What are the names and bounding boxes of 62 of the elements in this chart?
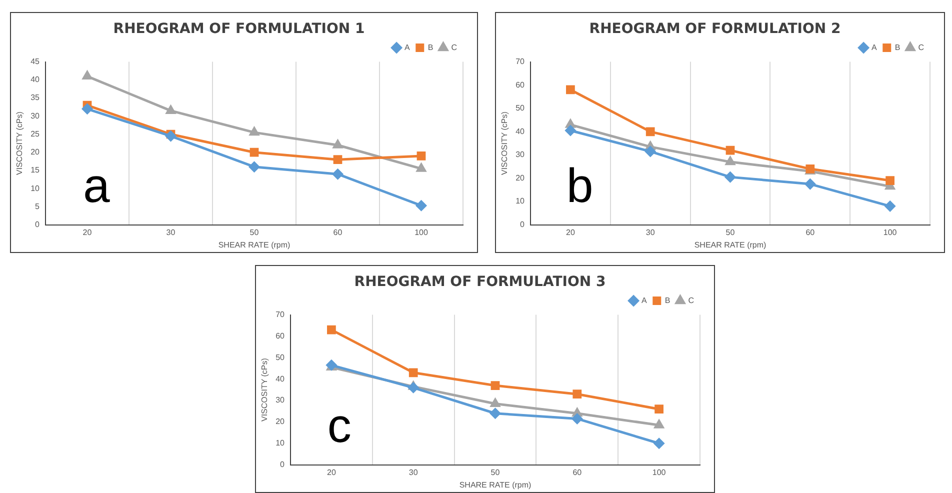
- chart-title: RHEOGRAM OF FORMULATION 3: [354, 274, 606, 290]
- y-tick-label: 40: [276, 374, 286, 384]
- x-tick-label: 30: [166, 228, 176, 237]
- annotation: c: [327, 400, 352, 454]
- x-tick-label: 50: [250, 228, 260, 237]
- y-tick-label: 40: [516, 126, 526, 136]
- annotation: b: [566, 160, 594, 214]
- y-tick-label: 10: [516, 196, 526, 206]
- legend-label: C: [688, 296, 694, 306]
- x-tick-label: 50: [726, 228, 736, 237]
- x-axis-title: SHEAR RATE (rpm): [694, 240, 767, 250]
- x-tick-label: 100: [414, 228, 428, 237]
- x-tick-label: 30: [646, 228, 656, 237]
- y-tick-label: 30: [30, 111, 40, 120]
- x-tick-label: 60: [806, 228, 816, 237]
- y-tick-label: 0: [280, 460, 286, 470]
- y-tick-label: 25: [30, 129, 40, 138]
- y-tick-label: 10: [276, 438, 286, 448]
- x-tick-label: 20: [326, 468, 336, 477]
- legend-label: A: [404, 43, 411, 52]
- chart-title: RHEOGRAM OF FORMULATION 1: [113, 21, 365, 38]
- y-tick-label: 60: [516, 80, 526, 90]
- y-tick-label: 0: [35, 220, 40, 230]
- x-tick-label: 30: [408, 468, 418, 477]
- legend-label: C: [451, 43, 458, 52]
- x-tick-label: 100: [883, 228, 898, 237]
- x-tick-label: 100: [652, 468, 666, 477]
- x-tick-label: 60: [333, 228, 343, 237]
- x-axis-title: SHEAR RATE (rpm): [218, 240, 291, 250]
- y-tick-label: 50: [276, 352, 286, 362]
- y-tick-label: 15: [30, 166, 40, 175]
- y-axis-title: VISCOSITY (cPs): [260, 358, 270, 422]
- y-tick-label: 10: [30, 184, 40, 193]
- y-tick-label: 0: [520, 220, 526, 230]
- y-tick-label: 40: [30, 75, 40, 84]
- y-tick-label: 70: [516, 57, 526, 66]
- legend-label: C: [918, 43, 924, 52]
- x-tick-label: 20: [566, 228, 576, 237]
- y-tick-label: 20: [276, 417, 286, 426]
- annotation: a: [83, 160, 110, 214]
- y-tick-label: 60: [276, 331, 286, 340]
- legend-label: B: [894, 43, 900, 52]
- legend-label: A: [872, 43, 878, 52]
- y-tick-label: 20: [516, 173, 526, 182]
- legend-label: A: [642, 296, 648, 306]
- y-axis-title: VISCOSITY (cPs): [15, 111, 24, 176]
- y-tick-label: 20: [30, 148, 40, 157]
- y-tick-label: 50: [516, 104, 526, 113]
- y-tick-label: 45: [30, 57, 40, 66]
- y-axis-title: VISCOSITY (cPs): [500, 111, 510, 176]
- legend-label: B: [428, 43, 434, 52]
- y-tick-label: 5: [35, 202, 40, 211]
- x-tick-label: 20: [82, 228, 92, 237]
- legend-label: B: [664, 296, 670, 306]
- x-axis-title: SHARE RATE (rpm): [459, 480, 532, 490]
- y-tick-label: 30: [276, 396, 286, 405]
- y-tick-label: 35: [30, 93, 40, 102]
- y-tick-label: 70: [276, 310, 286, 320]
- y-tick-label: 30: [516, 150, 526, 160]
- chart-title: RHEOGRAM OF FORMULATION 2: [589, 21, 841, 38]
- x-tick-label: 50: [490, 468, 500, 477]
- x-tick-label: 60: [572, 468, 582, 477]
